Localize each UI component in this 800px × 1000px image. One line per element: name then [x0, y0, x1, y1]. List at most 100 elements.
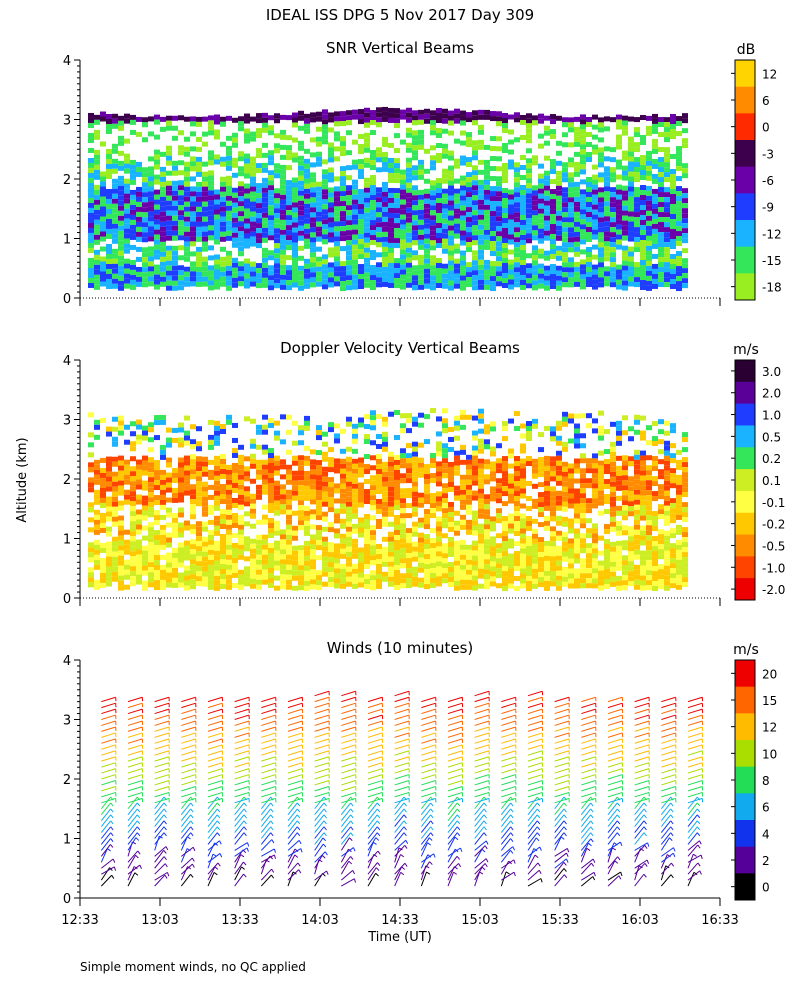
snr-cell	[310, 222, 316, 228]
snr-cell	[208, 185, 214, 191]
velocity-cell	[514, 526, 520, 532]
velocity-cell	[538, 507, 544, 513]
velocity-cell	[376, 548, 382, 554]
snr-cell	[454, 258, 460, 264]
velocity-cell	[124, 459, 130, 465]
snr-cell	[106, 223, 112, 229]
snr-cell	[682, 278, 688, 284]
velocity-cell	[160, 534, 166, 540]
velocity-cell	[466, 564, 472, 570]
snr-cell	[112, 158, 118, 164]
velocity-cell	[430, 508, 436, 514]
velocity-cell	[172, 512, 178, 518]
snr-cell	[364, 137, 370, 143]
snr-cell	[442, 148, 448, 154]
snr-cell	[286, 145, 292, 151]
velocity-cell	[340, 533, 346, 539]
snr-cell	[520, 254, 526, 260]
snr-cell	[190, 131, 196, 137]
snr-cell	[154, 209, 160, 215]
snr-cell	[406, 112, 412, 118]
velocity-cell	[442, 523, 448, 529]
snr-cell	[562, 227, 568, 233]
velocity-cell	[364, 424, 370, 430]
snr-cell	[460, 275, 466, 281]
velocity-cell	[256, 484, 262, 490]
velocity-cell	[382, 501, 388, 507]
snr-cell	[412, 140, 418, 146]
snr-cell	[202, 236, 208, 242]
velocity-cell	[334, 518, 340, 524]
velocity-cell	[226, 414, 232, 420]
snr-cell	[172, 235, 178, 241]
velocity-cell	[478, 448, 484, 454]
velocity-cell	[562, 551, 568, 557]
snr-cell	[676, 151, 682, 157]
velocity-cell	[352, 458, 358, 464]
snr-cell	[310, 282, 316, 288]
velocity-cell	[94, 489, 100, 495]
velocity-cell	[502, 546, 508, 552]
velocity-cell	[286, 489, 292, 495]
velocity-cell	[472, 560, 478, 566]
velocity-cell	[568, 438, 574, 444]
snr-cell	[424, 263, 430, 269]
snr-cell	[322, 259, 328, 265]
velocity-cell	[448, 501, 454, 507]
velocity-cell	[568, 568, 574, 574]
snr-cell	[178, 280, 184, 286]
velocity-cell	[556, 555, 562, 561]
snr-cell	[526, 253, 532, 259]
velocity-cell	[130, 481, 136, 487]
snr-cell	[412, 225, 418, 231]
velocity-cell	[88, 487, 94, 493]
velocity-cell	[496, 498, 502, 504]
velocity-cell	[136, 459, 142, 465]
snr-cell	[118, 210, 124, 216]
velocity-cell	[124, 479, 130, 485]
snr-cell	[430, 260, 436, 266]
snr-cell	[148, 206, 154, 212]
velocity-cell	[478, 408, 484, 414]
velocity-cell	[160, 454, 166, 460]
velocity-cell	[484, 519, 490, 525]
snr-cell	[574, 141, 580, 147]
snr-cell	[424, 268, 430, 274]
snr-cell	[610, 237, 616, 243]
snr-cell	[316, 246, 322, 252]
velocity-cell	[550, 511, 556, 517]
velocity-cell	[226, 534, 232, 540]
velocity-cell	[298, 480, 304, 486]
velocity-cell	[508, 523, 514, 529]
snr-cell	[436, 187, 442, 193]
velocity-cell	[292, 530, 298, 536]
velocity-cell	[94, 464, 100, 470]
snr-y-tick-label: 4	[63, 54, 71, 69]
velocity-cell	[544, 520, 550, 526]
velocity-cell	[148, 462, 154, 468]
snr-cell	[484, 259, 490, 265]
snr-cell	[118, 165, 124, 171]
velocity-cell	[166, 487, 172, 493]
velocity-cell	[514, 561, 520, 567]
snr-cell	[634, 147, 640, 153]
velocity-cell	[334, 573, 340, 579]
snr-cell	[526, 173, 532, 179]
snr-colorbar-label: -9	[762, 201, 774, 215]
snr-cell	[682, 273, 688, 279]
velocity-cell	[154, 515, 160, 521]
velocity-cell	[220, 574, 226, 580]
snr-cell	[382, 111, 388, 117]
snr-cell	[310, 277, 316, 283]
snr-cell	[298, 175, 304, 181]
velocity-cell	[286, 494, 292, 500]
velocity-cell	[268, 563, 274, 569]
snr-cell	[472, 230, 478, 236]
velocity-cell	[244, 566, 250, 572]
snr-cell	[172, 200, 178, 206]
velocity-cell	[514, 506, 520, 512]
snr-cell	[292, 152, 298, 158]
snr-cell	[394, 228, 400, 234]
snr-cell	[316, 191, 322, 197]
velocity-cell	[322, 501, 328, 507]
